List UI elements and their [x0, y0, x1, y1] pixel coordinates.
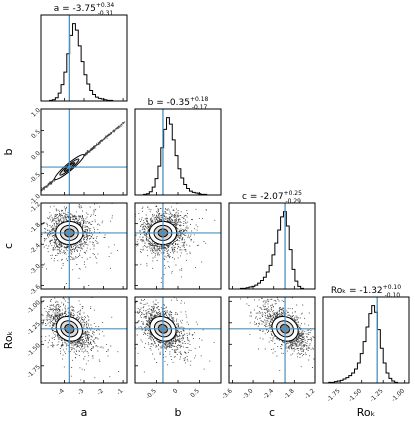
x-tick-label: -3.0	[241, 387, 254, 400]
x-axis-label-2: c	[269, 406, 275, 419]
panel-title-value: a = -3.75	[54, 4, 96, 14]
panel-frame	[40, 14, 128, 102]
y-tick-label: 1.0	[30, 107, 42, 119]
panel-frame	[134, 108, 222, 196]
scatter-points	[240, 297, 315, 372]
y-tick-label: -3.6	[29, 283, 42, 296]
panel-title-3: Roₖ = -1.32+0.10 -0.10	[331, 284, 401, 299]
y-tick-label: -1.25	[26, 321, 42, 337]
x-tick-label: -1	[115, 387, 124, 396]
truth-marker	[283, 327, 287, 331]
panel-frame	[322, 296, 410, 384]
y-tick-label: -0.5	[29, 171, 42, 184]
truth-marker	[161, 327, 165, 331]
hist-panel-0: a = -3.75+0.34 -0.31	[40, 2, 128, 102]
scatter-points	[135, 297, 215, 373]
x-tick-label: 0	[172, 387, 180, 395]
scatter-panel-3-2: -3.6 -3.0 -2.4 -1.8 -1.2	[221, 296, 317, 401]
y-tick-label: 0.0	[30, 150, 42, 162]
x-tick-label: -1.8	[283, 387, 296, 400]
scatter-panel-3-1: -0.5 0 0.5	[134, 296, 222, 401]
x-axis-label-1: b	[175, 406, 182, 419]
x-tick-label: -1.2	[303, 387, 316, 400]
y-tick-label: -1.00	[26, 299, 42, 315]
y-tick-label: -1.75	[26, 364, 42, 380]
panel-title-0: a = -3.75+0.34 -0.31	[54, 2, 115, 17]
panel-title-2: c = -2.07+0.25 -0.29	[242, 190, 302, 205]
panel-frame	[228, 296, 316, 384]
x-tick-label: -2.4	[262, 387, 275, 400]
panel-title-value: Roₖ = -1.32	[331, 286, 383, 296]
hist-line	[41, 23, 127, 102]
panel-title-upper-error: +0.18	[190, 96, 209, 103]
hist-panel-1: b = -0.35+0.18 -0.17	[134, 96, 222, 196]
y-tick-label: -2.4	[29, 242, 42, 255]
panel-title-lower-error: -0.17	[192, 104, 208, 111]
x-tick-label: -2	[96, 387, 105, 396]
panel-title-upper-error: +0.10	[383, 284, 402, 291]
y-axis-label-2: c	[2, 243, 15, 249]
hist-line	[229, 211, 315, 290]
y-axis-label-1: b	[2, 148, 15, 155]
panel-title-value: c = -2.07	[242, 192, 284, 202]
panel-frame	[228, 202, 316, 290]
truth-marker	[67, 231, 72, 235]
x-tick-label: 0.5	[189, 387, 201, 399]
x-tick-label: -0.5	[145, 387, 158, 400]
y-axis-label-3: Roₖ	[2, 331, 15, 350]
y-tick-label: -1.8	[29, 221, 42, 234]
x-tick-label: -3.6	[221, 387, 234, 400]
x-tick-label: -4	[57, 387, 66, 396]
hist-line	[135, 117, 221, 196]
truth-marker	[67, 327, 72, 331]
panel-title-lower-error: -0.31	[98, 10, 114, 17]
panel-title-upper-error: +0.34	[96, 2, 115, 9]
hist-line	[323, 305, 409, 384]
panel-title-lower-error: -0.29	[285, 198, 301, 205]
panel-title-1: b = -0.35+0.18 -0.17	[148, 96, 209, 111]
truth-marker	[161, 231, 165, 235]
x-tick-label: -1.75	[326, 387, 342, 403]
x-axis-label-3: Roₖ	[357, 406, 376, 419]
y-tick-label: -1.50	[26, 342, 42, 358]
y-tick-label: -3.0	[29, 263, 42, 276]
hist-panel-3: Roₖ = -1.32+0.10 -0.10 -1.75 -1.50 -1.25 -1.0…	[322, 284, 410, 403]
x-tick-label: -1.50	[347, 387, 363, 403]
panel-title-lower-error: -0.10	[385, 292, 401, 299]
panel-frame	[40, 108, 128, 196]
x-tick-label: -1.25	[369, 387, 385, 403]
x-axis-label-0: a	[81, 406, 88, 419]
hist-panel-2: c = -2.07+0.25 -0.29	[228, 190, 316, 290]
scatter-panel-2-1	[134, 202, 222, 290]
y-tick-label: 0.5	[30, 128, 42, 140]
x-tick-label: -3	[76, 387, 85, 396]
panel-title-value: b = -0.35	[148, 98, 190, 108]
panel-title-upper-error: +0.25	[284, 190, 303, 197]
x-tick-label: -1.00	[390, 387, 406, 403]
truth-marker	[67, 165, 72, 169]
